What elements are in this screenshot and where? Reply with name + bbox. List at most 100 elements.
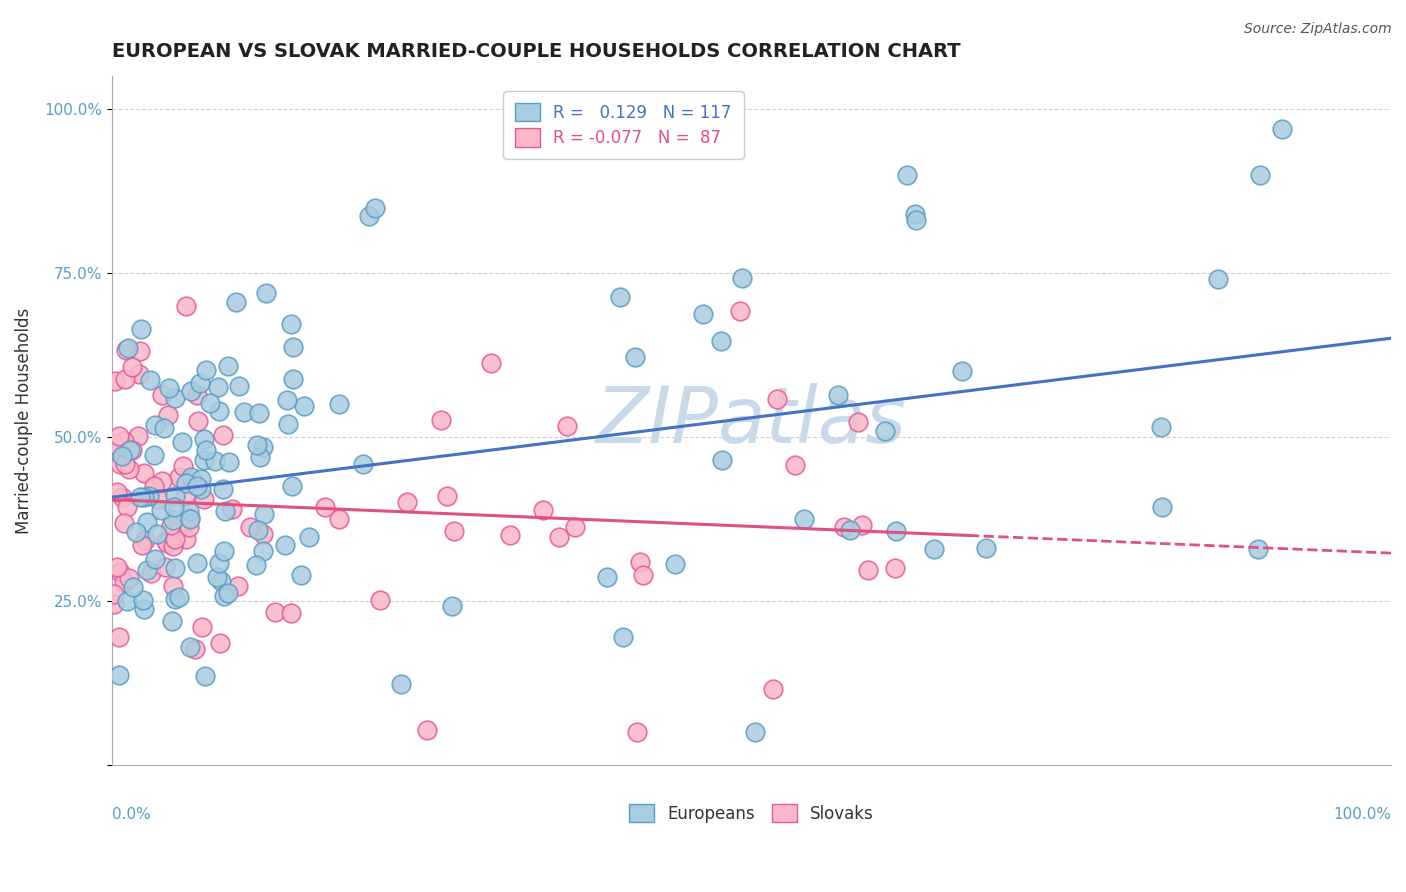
Point xyxy=(103,436,125,450)
Point xyxy=(905,212,928,227)
Point xyxy=(1149,420,1171,434)
Point xyxy=(922,541,945,556)
Point xyxy=(129,491,152,505)
Point xyxy=(105,560,128,574)
Point xyxy=(115,343,138,357)
Point xyxy=(118,571,141,585)
Point xyxy=(190,472,212,486)
Point xyxy=(233,404,256,418)
Point xyxy=(253,507,276,521)
Point xyxy=(612,630,634,644)
Point xyxy=(846,415,869,429)
Point xyxy=(131,538,153,552)
Point xyxy=(249,450,271,465)
Text: Source: ZipAtlas.com: Source: ZipAtlas.com xyxy=(1244,22,1392,37)
Point xyxy=(195,443,218,458)
Point xyxy=(103,597,125,611)
Point xyxy=(762,682,785,697)
Point xyxy=(112,575,135,590)
Point xyxy=(1249,168,1271,182)
Point xyxy=(247,406,270,420)
Point xyxy=(176,532,198,546)
Point xyxy=(252,544,274,558)
Point xyxy=(245,558,267,573)
Point xyxy=(389,677,412,691)
Point xyxy=(208,556,231,570)
Point xyxy=(128,367,150,381)
Point xyxy=(110,565,132,579)
Point xyxy=(263,605,285,619)
Point xyxy=(186,388,208,402)
Point xyxy=(104,374,127,388)
Point xyxy=(443,524,465,538)
Point xyxy=(198,396,221,410)
Point xyxy=(1150,500,1173,514)
Point xyxy=(180,384,202,399)
Point xyxy=(839,523,862,537)
Point xyxy=(555,419,578,434)
Point xyxy=(221,501,243,516)
Point xyxy=(228,379,250,393)
Point xyxy=(744,725,766,739)
Point xyxy=(204,454,226,468)
Point xyxy=(193,492,215,507)
Point xyxy=(167,470,190,484)
Point xyxy=(692,307,714,321)
Point xyxy=(162,513,184,527)
Point xyxy=(180,470,202,484)
Point xyxy=(162,579,184,593)
Point xyxy=(214,504,236,518)
Point xyxy=(150,474,173,488)
Point xyxy=(179,512,201,526)
Point xyxy=(142,448,165,462)
Point xyxy=(143,417,166,432)
Point xyxy=(207,380,229,394)
Text: ZIPatlas: ZIPatlas xyxy=(596,383,907,458)
Point xyxy=(211,428,233,442)
Point xyxy=(118,443,141,458)
Point xyxy=(209,636,232,650)
Point xyxy=(157,381,180,395)
Point xyxy=(225,294,247,309)
Point xyxy=(856,563,879,577)
Point xyxy=(162,500,184,514)
Point xyxy=(167,590,190,604)
Point xyxy=(108,668,131,682)
Point xyxy=(160,615,183,629)
Point xyxy=(436,489,458,503)
Point xyxy=(187,414,209,428)
Point xyxy=(165,489,187,503)
Point xyxy=(883,561,905,575)
Point xyxy=(111,490,134,504)
Point xyxy=(1247,542,1270,557)
Point xyxy=(129,343,152,358)
Point xyxy=(209,574,232,588)
Point xyxy=(108,457,131,471)
Point xyxy=(630,554,652,568)
Point xyxy=(112,516,135,530)
Point xyxy=(548,530,571,544)
Point xyxy=(159,518,181,533)
Point xyxy=(111,450,134,464)
Point xyxy=(368,592,391,607)
Point xyxy=(499,528,522,542)
Point xyxy=(115,500,138,515)
Point xyxy=(193,453,215,467)
Point xyxy=(127,429,149,443)
Point xyxy=(134,533,156,547)
Point xyxy=(136,516,159,530)
Point xyxy=(114,457,136,471)
Point xyxy=(834,520,856,534)
Point xyxy=(125,524,148,539)
Point xyxy=(246,438,269,452)
Point xyxy=(281,340,304,354)
Point xyxy=(195,363,218,377)
Point xyxy=(162,539,184,553)
Point xyxy=(1271,121,1294,136)
Point xyxy=(609,290,631,304)
Point xyxy=(211,482,233,496)
Point xyxy=(364,201,387,215)
Point xyxy=(129,321,152,335)
Point xyxy=(207,570,229,584)
Point xyxy=(132,592,155,607)
